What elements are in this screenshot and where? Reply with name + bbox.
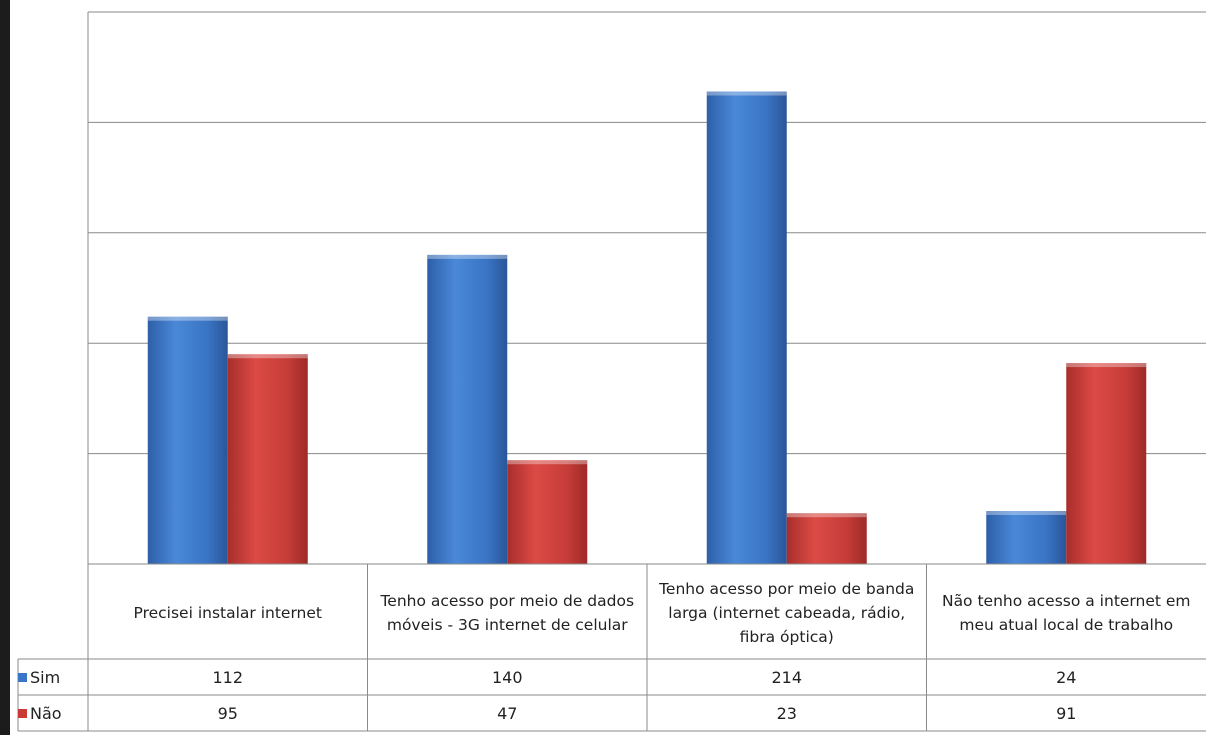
table-value: 24 [1056,667,1077,687]
legend-label: Sim [30,667,61,687]
bar-sim-4 [986,511,1067,564]
bar-sim-1 [147,316,228,564]
bar-no-1 [227,354,308,564]
legend-entry-no: Não [18,695,88,731]
category-label: Tenho acesso por meio de banda larga (in… [659,580,915,646]
table-value: 91 [1056,703,1077,723]
table-value: 140 [491,667,523,687]
window-edge [0,0,10,735]
category-label: Precisei instalar internet [133,604,322,622]
table-value: 112 [212,667,244,687]
bar-sim-2 [427,254,508,564]
legend-entry-sim: Sim [18,659,88,695]
category-label: Não tenho acesso a internet em meu atual… [941,592,1191,634]
category-label: Tenho acesso por meio de dados móveis - … [380,592,635,634]
legend-key [18,708,27,718]
legend-key [18,672,27,682]
legend-label: Não [30,703,62,723]
bar-no-3 [786,513,867,564]
table-value: 214 [771,667,803,687]
table-value: 23 [776,703,797,723]
bar-no-4 [1066,363,1147,564]
bar-sim-3 [706,91,787,564]
table-value: 95 [217,703,238,723]
bar-no-2 [507,460,588,564]
table-value: 47 [497,703,518,723]
